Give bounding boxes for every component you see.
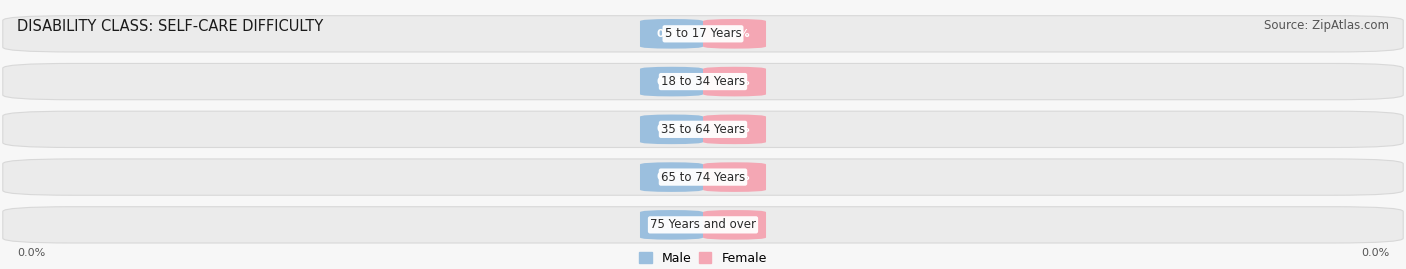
Text: 0.0%: 0.0% — [720, 220, 749, 230]
Text: 0.0%: 0.0% — [720, 77, 749, 87]
Text: 0.0%: 0.0% — [720, 29, 749, 39]
Text: 35 to 64 Years: 35 to 64 Years — [661, 123, 745, 136]
Text: 0.0%: 0.0% — [17, 248, 45, 258]
Text: 0.0%: 0.0% — [1361, 248, 1389, 258]
FancyBboxPatch shape — [703, 67, 766, 96]
FancyBboxPatch shape — [640, 67, 703, 96]
Text: 0.0%: 0.0% — [720, 172, 749, 182]
FancyBboxPatch shape — [3, 16, 1403, 52]
Text: 65 to 74 Years: 65 to 74 Years — [661, 171, 745, 184]
FancyBboxPatch shape — [3, 207, 1403, 243]
Text: 5 to 17 Years: 5 to 17 Years — [665, 27, 741, 40]
Text: 0.0%: 0.0% — [720, 124, 749, 134]
Text: 0.0%: 0.0% — [657, 29, 686, 39]
Text: DISABILITY CLASS: SELF-CARE DIFFICULTY: DISABILITY CLASS: SELF-CARE DIFFICULTY — [17, 19, 323, 34]
Text: 18 to 34 Years: 18 to 34 Years — [661, 75, 745, 88]
FancyBboxPatch shape — [640, 162, 703, 192]
Text: Source: ZipAtlas.com: Source: ZipAtlas.com — [1264, 19, 1389, 32]
Text: 0.0%: 0.0% — [657, 172, 686, 182]
FancyBboxPatch shape — [703, 19, 766, 49]
FancyBboxPatch shape — [640, 115, 703, 144]
FancyBboxPatch shape — [3, 159, 1403, 195]
Text: 75 Years and over: 75 Years and over — [650, 218, 756, 231]
FancyBboxPatch shape — [3, 111, 1403, 147]
FancyBboxPatch shape — [640, 210, 703, 240]
Text: 0.0%: 0.0% — [657, 124, 686, 134]
FancyBboxPatch shape — [703, 210, 766, 240]
Legend: Male, Female: Male, Female — [634, 247, 772, 269]
Text: 0.0%: 0.0% — [657, 77, 686, 87]
FancyBboxPatch shape — [640, 19, 703, 49]
FancyBboxPatch shape — [703, 162, 766, 192]
Text: 0.0%: 0.0% — [657, 220, 686, 230]
FancyBboxPatch shape — [703, 115, 766, 144]
FancyBboxPatch shape — [3, 63, 1403, 100]
